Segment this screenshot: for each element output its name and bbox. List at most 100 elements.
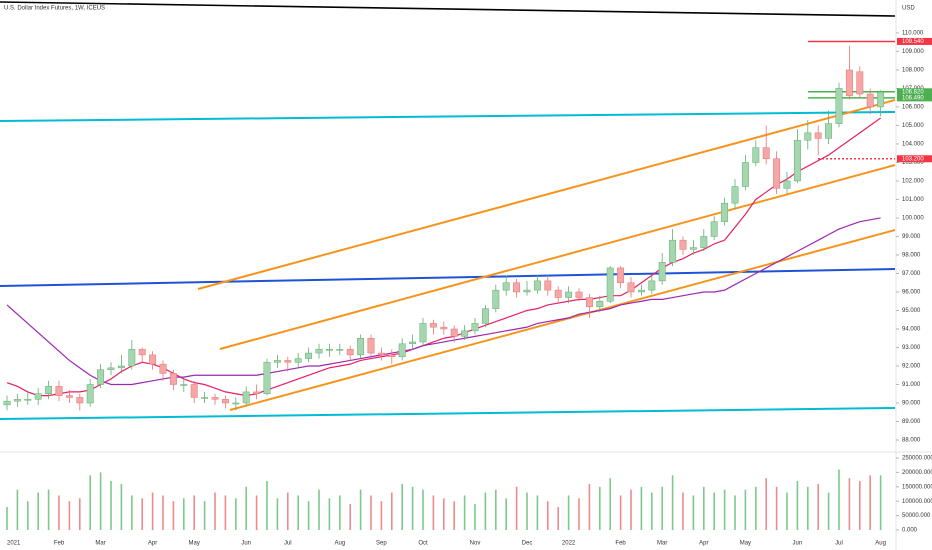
volume-bar <box>661 486 663 530</box>
candle-body <box>180 384 188 386</box>
volume-tick-label: 200000.000 <box>902 470 932 476</box>
x-tick-label: May <box>740 541 751 547</box>
candle-body <box>533 280 541 291</box>
volume-bar <box>682 492 684 530</box>
candle-body <box>835 88 843 124</box>
candle-body <box>169 373 177 385</box>
volume-bar <box>27 501 29 530</box>
volume-bar <box>183 498 185 530</box>
volume-bar <box>474 504 476 530</box>
candle-body <box>554 289 562 298</box>
y-tick-label: 106.000 <box>902 105 924 111</box>
volume-bar <box>557 506 559 530</box>
candle-body <box>731 186 739 204</box>
volume-bar <box>703 486 705 530</box>
volume-bar <box>432 495 435 530</box>
volume-bar <box>162 495 164 530</box>
volume-bar <box>411 486 414 530</box>
volume-bar <box>422 489 424 530</box>
volume-bar <box>443 498 445 530</box>
volume-bar <box>120 483 123 530</box>
candle-body <box>481 308 489 324</box>
x-tick-label: Aug <box>334 541 345 547</box>
candle-body <box>710 221 718 237</box>
volume-tick-label: 100000.000 <box>902 499 932 505</box>
candle-body <box>689 247 697 250</box>
candle-body <box>825 123 833 139</box>
volume-bar <box>349 504 351 530</box>
x-tick-label: Apr <box>699 541 708 547</box>
volume-bar <box>640 486 643 530</box>
volume-bar <box>734 495 736 530</box>
x-tick-label: Mar <box>95 541 105 547</box>
candle-body <box>159 363 167 374</box>
volume-bar <box>515 486 518 530</box>
candle-body <box>523 289 531 293</box>
x-tick-label: Jun <box>793 541 803 547</box>
candle-body <box>845 69 853 97</box>
volume-bar <box>287 492 289 530</box>
volume-bar <box>193 495 195 530</box>
volume-bar <box>37 492 39 530</box>
volume-bar <box>547 501 549 530</box>
volume-bar <box>214 492 216 530</box>
y-tick-label: 102.000 <box>902 179 924 185</box>
volume-bar <box>869 475 871 530</box>
volume-bar <box>151 492 154 530</box>
volume-bar <box>235 498 237 530</box>
volume-bar <box>172 501 175 530</box>
volume-bar <box>578 498 580 530</box>
candle-body <box>648 280 656 291</box>
candle-body <box>409 341 417 345</box>
x-tick-label: Apr <box>148 541 157 547</box>
candle-body <box>429 323 437 328</box>
candle-body <box>45 386 53 395</box>
volume-bar <box>141 498 143 530</box>
volume-bar <box>401 483 403 530</box>
volume-bar <box>765 478 767 530</box>
volume-bar <box>328 498 331 530</box>
volume-bar <box>307 501 310 530</box>
candle-body <box>617 267 625 283</box>
candle-body <box>419 323 427 343</box>
price-label-box <box>897 37 932 45</box>
candle-body <box>627 282 635 293</box>
candle-body <box>440 326 448 330</box>
volume-bar <box>651 492 653 530</box>
candle-body <box>138 349 146 356</box>
candle-body <box>149 354 157 365</box>
candle-body <box>117 365 125 369</box>
volume-bar <box>609 478 611 530</box>
candle-body <box>367 337 375 354</box>
volume-tick-label: 0.000 <box>902 528 918 534</box>
candle-body <box>461 330 469 337</box>
volume-bar <box>536 495 539 530</box>
volume-bar <box>692 495 695 530</box>
y-tick-label: 95.000 <box>902 308 921 314</box>
price-label: 103.200 <box>902 156 924 162</box>
volume-bar <box>484 492 487 530</box>
candle-body <box>65 395 73 398</box>
candle-body <box>637 289 645 293</box>
candle-body <box>762 147 770 160</box>
volume-bar <box>391 492 393 530</box>
trendline <box>197 99 896 290</box>
candle-body <box>305 352 313 359</box>
volume-bar <box>588 483 591 530</box>
candle-body <box>346 349 354 356</box>
y-tick-label: 110.000 <box>902 31 924 37</box>
y-tick-label: 90.000 <box>902 401 921 407</box>
y-tick-label: 96.000 <box>902 290 921 296</box>
volume-tick-label: 150000.000 <box>902 484 932 490</box>
candle-body <box>232 402 240 405</box>
y-tick-label: 100.000 <box>902 216 924 222</box>
volume-bar <box>255 495 258 530</box>
volume-bar <box>276 498 279 530</box>
candle-body <box>336 349 344 351</box>
x-tick-label: 2021 <box>7 541 21 547</box>
price-label-box <box>897 94 932 102</box>
volume-bar <box>827 492 830 530</box>
volume-bar <box>224 495 227 530</box>
